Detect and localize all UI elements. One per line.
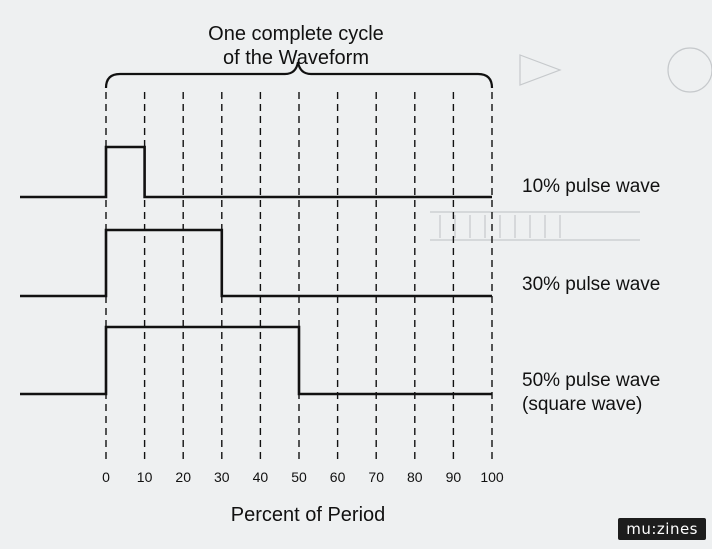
title-line-1: One complete cycle [208, 23, 384, 45]
pulse-wave-50 [20, 325, 492, 396]
period-gridlines [105, 92, 493, 462]
tick-label-60: 60 [330, 469, 346, 485]
cycle-brace [104, 61, 494, 89]
title-line-2: of the Waveform [223, 47, 369, 69]
tick-label-50: 50 [291, 469, 307, 485]
x-axis-label: Percent of Period [231, 504, 386, 526]
tick-label-90: 90 [446, 469, 462, 485]
tick-label-0: 0 [102, 469, 110, 485]
wave-label-10: 10% pulse wave [522, 176, 660, 197]
pulse-wave-10 [20, 145, 492, 199]
pulse-wave-30 [20, 228, 492, 298]
background-scan-ghosting [430, 47, 712, 241]
tick-label-20: 20 [175, 469, 191, 485]
waveforms [20, 145, 492, 396]
tick-label-70: 70 [368, 469, 384, 485]
tick-label-30: 30 [214, 469, 230, 485]
wave-label-30: 30% pulse wave [522, 274, 660, 295]
muzines-logo: mu:zines [618, 518, 706, 540]
wave-label-50-sub: (square wave) [522, 394, 642, 415]
tick-label-40: 40 [253, 469, 269, 485]
tick-label-80: 80 [407, 469, 423, 485]
wave-label-50: 50% pulse wave [522, 370, 660, 391]
tick-label-10: 10 [137, 469, 153, 485]
x-tick-labels: 0 10 20 30 40 50 60 70 80 90 100 [102, 469, 504, 485]
tick-label-100: 100 [480, 469, 504, 485]
